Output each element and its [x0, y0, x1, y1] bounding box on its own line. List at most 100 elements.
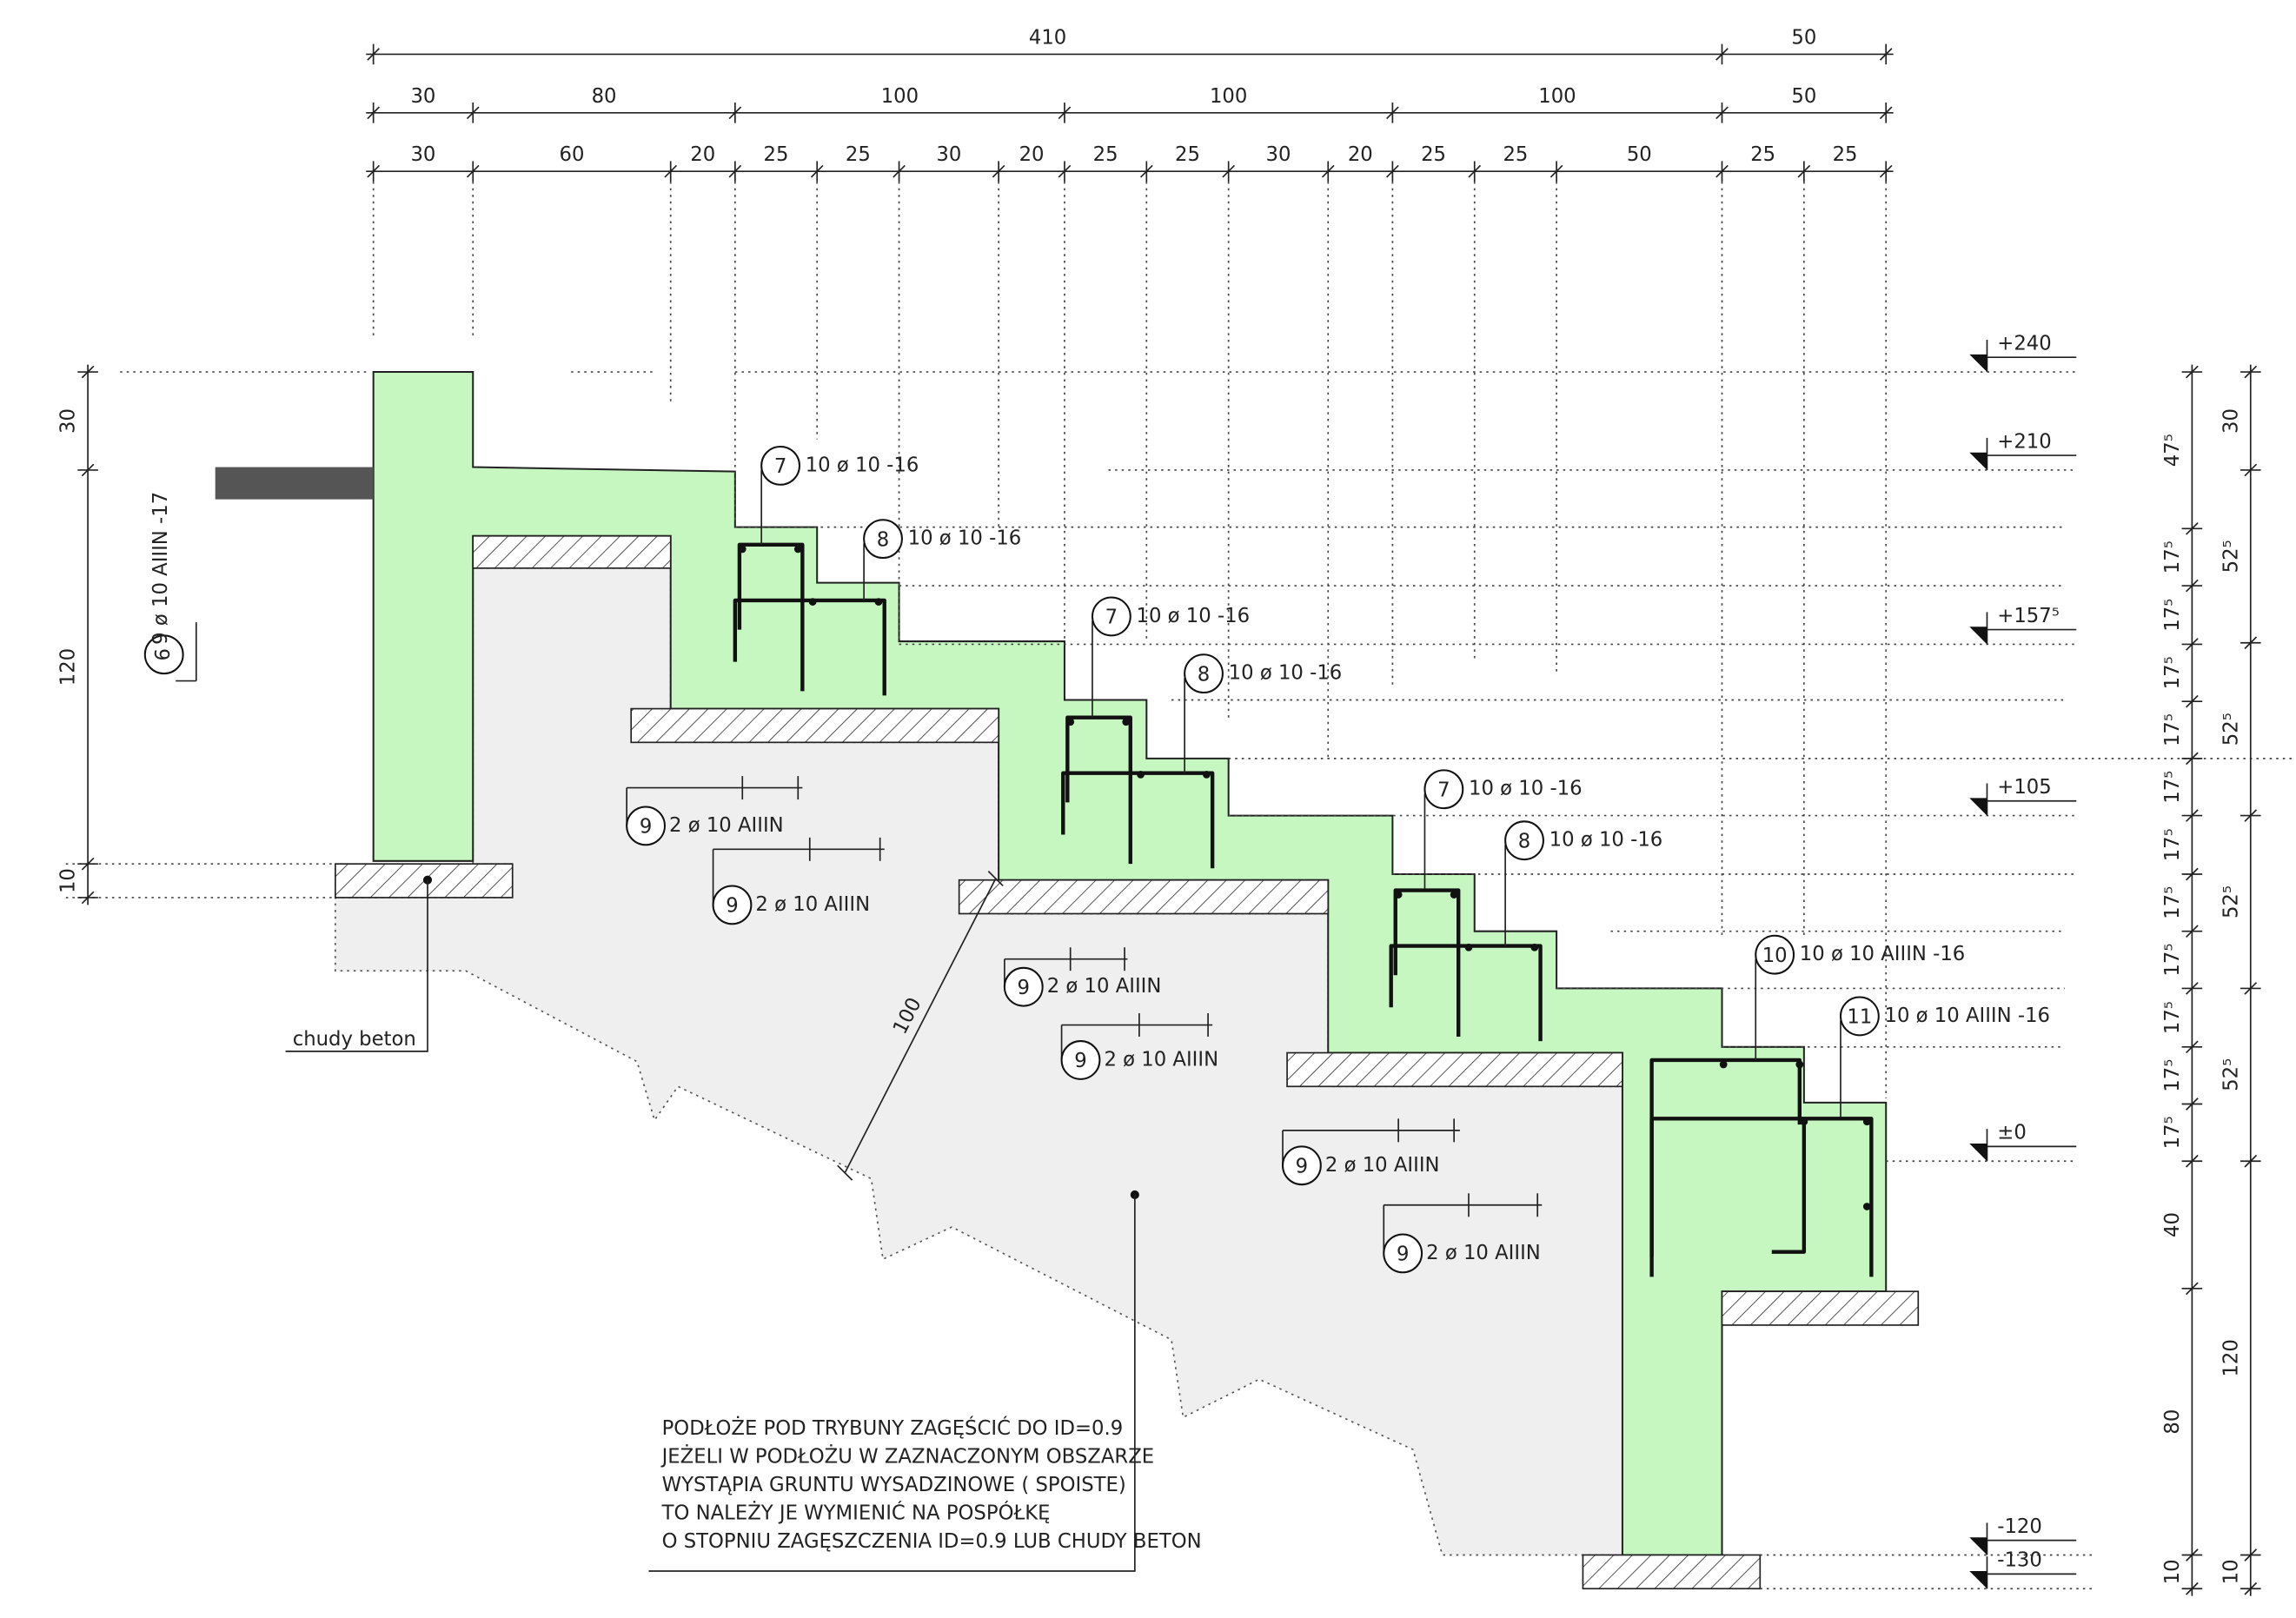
- dimension-label: 120: [2220, 1339, 2242, 1376]
- dimension-tick: [2186, 579, 2199, 593]
- note-line: TO NALEŻY JE WYMIENIĆ NA POSPÓŁKĘ: [661, 1501, 1051, 1525]
- dimension-label: 100: [1210, 85, 1247, 108]
- dimension-label: 17⁵: [2161, 1059, 2184, 1092]
- dimension-label: 17⁵: [2161, 599, 2184, 632]
- mark-circle: [143, 634, 184, 675]
- dimension-tick: [2186, 521, 2199, 535]
- dimension-tick: [2244, 463, 2258, 477]
- dimension-tick: [2186, 1282, 2199, 1296]
- dimension-label: 52⁵: [2220, 713, 2242, 746]
- dimension-tick: [2186, 638, 2199, 651]
- dimension-label: 100: [881, 85, 919, 108]
- level-label: +240: [1997, 333, 2051, 355]
- dimension-tick: [81, 857, 95, 871]
- mark-circle: [626, 806, 666, 846]
- dimension-label: 17⁵: [2161, 886, 2184, 919]
- dimension-tick: [466, 164, 480, 178]
- dimension-label: 100: [1538, 85, 1576, 108]
- hatched-pad: [1582, 1554, 1762, 1590]
- dimension-tick: [2186, 1548, 2199, 1562]
- dimension-tick: [2244, 636, 2258, 650]
- hatched-pad: [1721, 1290, 1920, 1326]
- rebar-dot: [738, 545, 747, 554]
- dimension-tick: [1715, 164, 1729, 178]
- rebar-bottom: [1649, 1117, 1874, 1277]
- mark-circle: [1003, 966, 1044, 1007]
- rebar-dot: [1394, 891, 1403, 899]
- bar-spec: 2 ø 10 AIIIN: [1104, 1048, 1218, 1071]
- rebar-spec: 10 ø 10 -16: [908, 527, 1022, 550]
- level-arrow: [1969, 1144, 1987, 1162]
- dimension-label: 17⁵: [2161, 656, 2184, 689]
- dimension-label: 25: [764, 143, 789, 166]
- rebar-spec: 10 ø 10 -16: [1229, 662, 1343, 685]
- dimension-label: 30: [57, 408, 80, 434]
- dimension-line: [844, 878, 997, 1174]
- rebar-dot: [1203, 771, 1211, 779]
- rebar-dot: [1795, 1060, 1804, 1069]
- dimension-label: 17⁵: [2161, 828, 2184, 861]
- dimension-label: 10: [57, 868, 80, 893]
- dimension-tick: [2186, 867, 2199, 881]
- mark-circle: [1504, 820, 1544, 861]
- dimension-label: 50: [1791, 26, 1816, 49]
- dimension-tick: [2244, 1154, 2258, 1168]
- dimension-label: 10: [2220, 1559, 2242, 1584]
- dimension-tick: [81, 365, 95, 379]
- rebar-dot: [1464, 943, 1473, 952]
- note-line: PODŁOŻE POD TRYBUNY ZAGĘŚCIĆ DO ID=0.9: [662, 1416, 1124, 1440]
- note-line: O STOPNIU ZAGĘSZCZENIA ID=0.9 LUB CHUDY …: [662, 1530, 1202, 1553]
- dimension-tick: [2244, 1582, 2258, 1595]
- rebar-spec: 10 ø 10 AIIIN -16: [1885, 1005, 2050, 1027]
- mark-number: 9: [1296, 1155, 1308, 1177]
- mark-number: 9: [726, 895, 738, 918]
- level-arrow: [1969, 1537, 1987, 1555]
- dimension-tick: [1879, 164, 1893, 178]
- dimension-label: 47⁵: [2161, 434, 2184, 467]
- rebar-spec: 10 ø 10 AIIIN -16: [1800, 943, 1965, 965]
- dimension-label: 17⁵: [2161, 1001, 2184, 1034]
- dimension-tick: [466, 106, 480, 120]
- dimension-tick: [2186, 1582, 2199, 1595]
- dimension-label: 25: [1421, 143, 1446, 166]
- mark-circle: [760, 445, 800, 486]
- bar-spec: 2 ø 10 AIIIN: [755, 893, 870, 916]
- dimension-label: 20: [1348, 143, 1373, 166]
- dimension-tick: [2186, 1154, 2199, 1168]
- mark-number: 10: [1762, 945, 1788, 967]
- dimension-tick: [2186, 925, 2199, 938]
- mark-circle: [1423, 769, 1464, 810]
- dimension-tick: [1797, 164, 1811, 178]
- level-label: -120: [1997, 1515, 2042, 1538]
- dimension-label: 30: [410, 85, 435, 108]
- mark-number: 6: [152, 648, 175, 660]
- rebar-dot: [1450, 891, 1458, 899]
- rebar-dot: [1862, 1203, 1871, 1210]
- dimension-tick: [367, 106, 380, 120]
- dimension-tick: [1468, 164, 1482, 178]
- leader-line: [648, 1194, 1136, 1572]
- dimension-tick: [987, 871, 1004, 887]
- adjacent-slab: [215, 467, 374, 500]
- dimension-tick: [2244, 1548, 2258, 1562]
- dimension-tick: [837, 1164, 853, 1181]
- dimension-tick: [2186, 365, 2199, 379]
- dimension-label: 25: [1093, 143, 1118, 166]
- rebar-dot: [1530, 943, 1539, 952]
- dimension-label: 120: [57, 648, 80, 686]
- dimension-label: 17⁵: [2161, 944, 2184, 977]
- rebar-spec: 9 ø 10 AIIIN -17: [149, 492, 172, 645]
- dimension-tick: [1715, 48, 1729, 61]
- dimension-tick: [1549, 164, 1563, 178]
- rebar-dot: [808, 598, 817, 606]
- dimension-label: 80: [2161, 1409, 2184, 1435]
- dimension-tick: [367, 48, 380, 61]
- dimension-label: 30: [2220, 408, 2242, 434]
- dimension-label: 80: [592, 85, 617, 108]
- dimension-tick: [1386, 106, 1399, 120]
- dimension-tick: [893, 164, 906, 178]
- dimension-label: 52⁵: [2220, 1058, 2242, 1091]
- hatched-pad: [472, 534, 672, 569]
- rebar-spec: 10 ø 10 -16: [1137, 605, 1251, 627]
- bar-spec: 2 ø 10 AIIIN: [669, 814, 784, 837]
